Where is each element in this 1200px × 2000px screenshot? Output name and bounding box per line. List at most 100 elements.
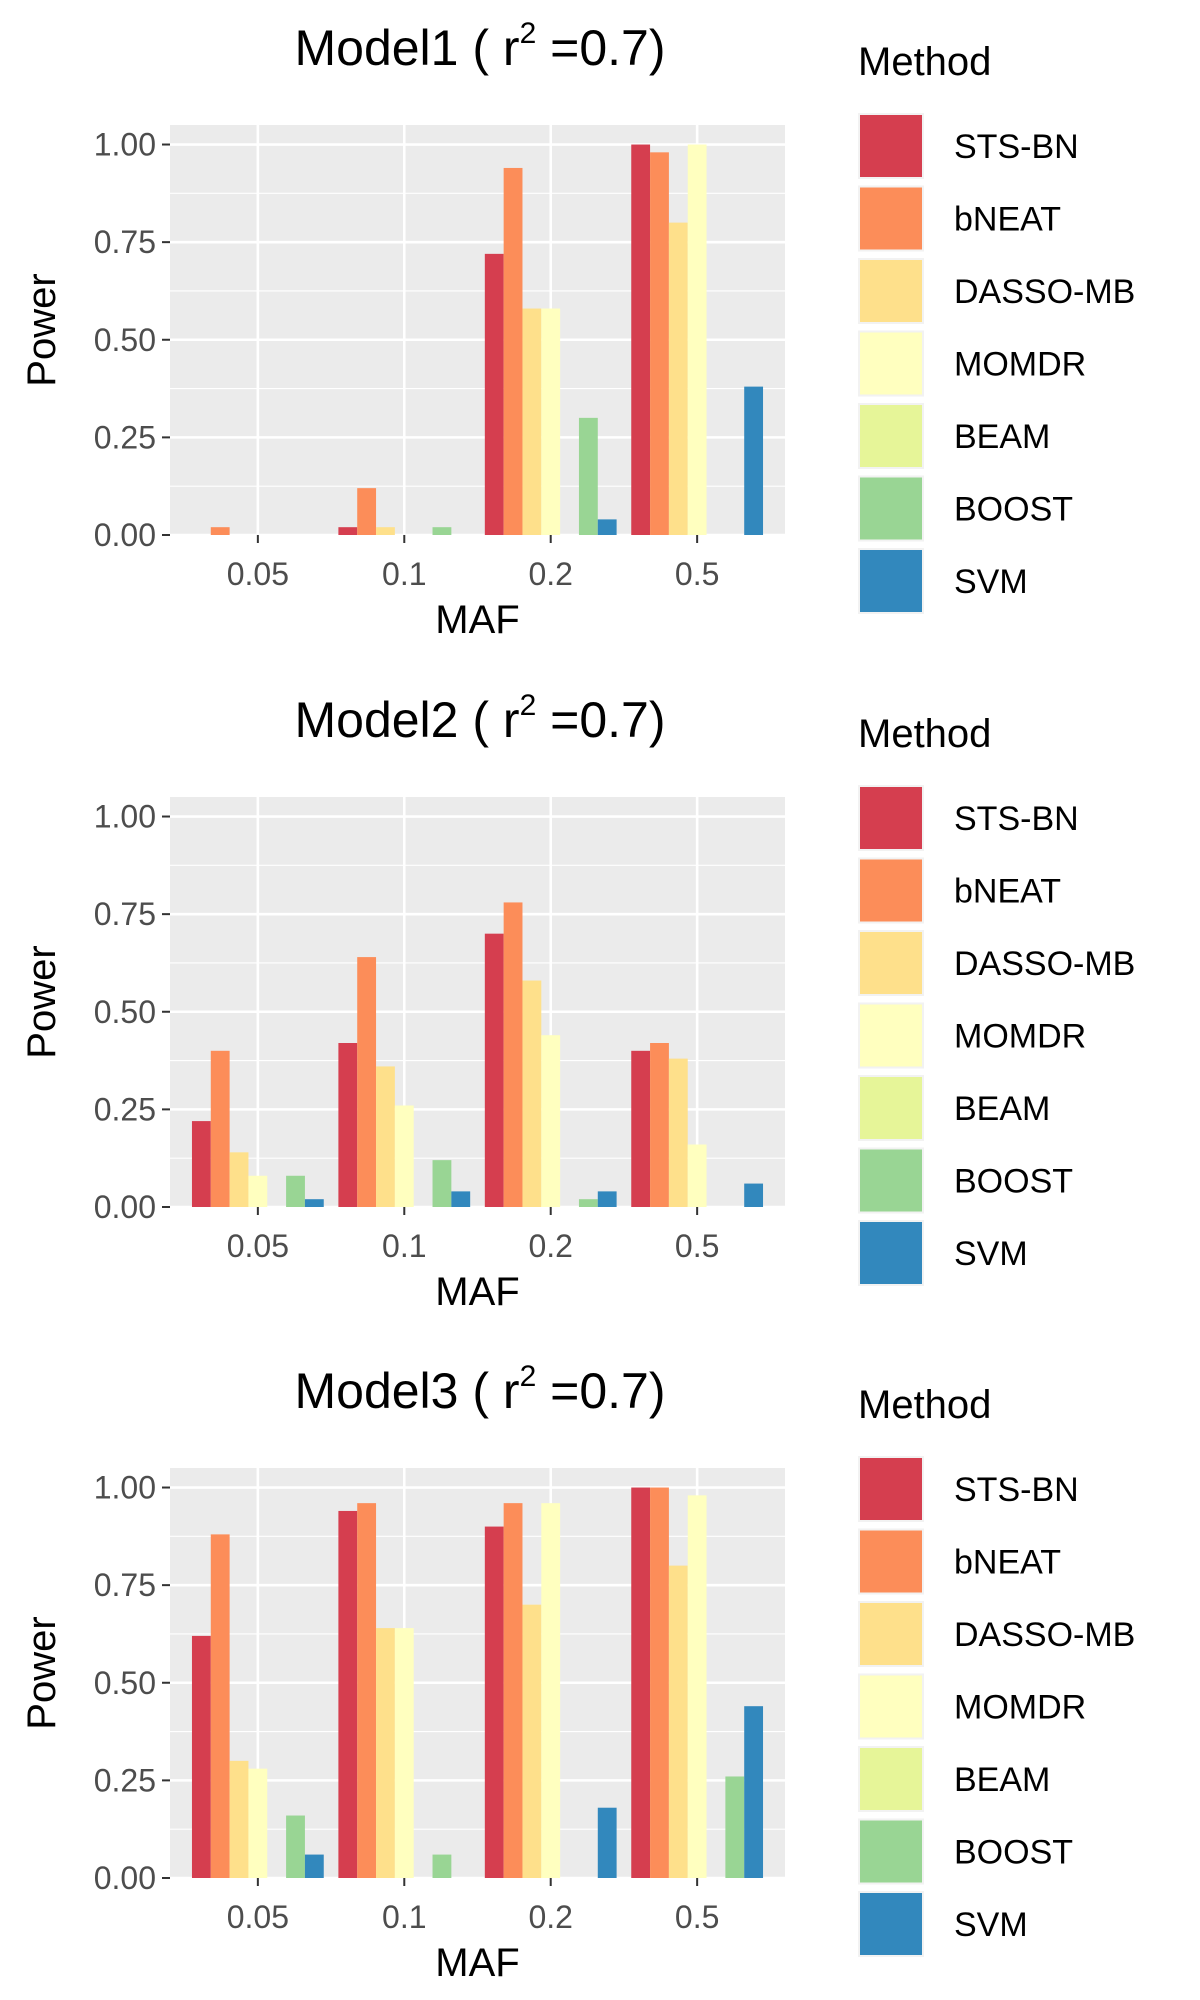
chart1-legend-label-bneat: bNEAT [954,201,1061,239]
chart1-bar-bneat-3 [650,152,669,536]
chart3-legend-swatch-sts-bn [860,1458,922,1520]
chart3-legend-swatch-svm [860,1893,922,1955]
chart1-title-sup: 2 [520,17,537,50]
chart3-legend-swatch-bneat [860,1530,922,1593]
chart3-legend: Method STS-BN bNEAT DASSO-MB MOMDR BEAM BOOST S… [858,1383,1135,1957]
chart1-bar-boost-2 [578,417,598,535]
chart1-legend-swatch-svm [860,550,922,612]
chart1-bar-sts-bn-1 [338,527,358,535]
chart1-legend-swatch-momdr [860,332,922,395]
chart3-y-tick-label: 0.75 [94,1567,156,1603]
chart1-y-tick-label: 0.50 [94,322,156,358]
chart2-bar-bneat-1 [357,957,377,1207]
chart1-legend-label-dasso-mb: DASSO-MB [954,273,1135,311]
chart1-bar-dasso-mb-3 [668,222,688,535]
chart3-legend-label-sts-bn: STS-BN [954,1471,1079,1509]
chart1-bar-svm-2 [597,519,617,535]
chart2-x-tick-label: 0.5 [675,1228,719,1264]
chart3-title-suffix: =0.7) [536,1363,665,1419]
chart3-legend-swatch-dasso-mb [860,1603,922,1665]
chart2-legend-swatch-svm [860,1222,922,1284]
chart3-x-tick-label: 0.5 [675,1899,719,1935]
chart1-y-tick-label: 0.25 [94,419,156,455]
chart1-y-tick-label: 0.00 [94,517,156,553]
chart2-bar-momdr-3 [687,1144,707,1207]
chart2-title-sup: 2 [520,689,537,722]
chart3-bar-svm-2 [597,1807,617,1878]
chart2-bar-boost-0 [286,1175,305,1207]
chart1-title: Model1 ( r2 =0.7) [294,17,665,76]
chart3-bar-boost-1 [432,1854,452,1878]
chart2: Model2 ( r2 =0.7) 0.00 0.25 0.50 0.75 1.00 0.0… [20,689,1135,1314]
chart2-legend: Method STS-BN bNEAT DASSO-MB MOMDR BEAM BOOST S… [858,712,1135,1286]
chart2-legend-label-dasso-mb: DASSO-MB [954,945,1135,983]
chart3-legend-label-svm: SVM [954,1906,1028,1944]
chart1-bar-sts-bn-3 [631,144,651,535]
chart1-bar-dasso-mb-2 [522,308,542,535]
chart3-y-axis-title: Power [20,1616,64,1729]
chart2-legend-label-svm: SVM [954,1235,1028,1273]
chart3-y-tick-label: 0.25 [94,1762,156,1798]
chart2-bar-svm-0 [304,1199,324,1207]
chart1-bar-momdr-2 [541,308,561,535]
chart2-bar-boost-1 [432,1160,452,1207]
chart3-bar-dasso-mb-2 [522,1604,542,1878]
chart2-bar-sts-bn-3 [631,1050,651,1207]
chart2-bar-svm-2 [597,1191,617,1207]
chart2-title: Model2 ( r2 =0.7) [294,689,665,748]
chart2-legend-label-momdr: MOMDR [954,1018,1086,1056]
chart3-bar-boost-0 [286,1815,305,1878]
chart2-y-tick-label: 0.25 [94,1091,156,1127]
chart3-legend-label-boost: BOOST [954,1834,1073,1872]
chart3-x-tick-label: 0.05 [227,1899,289,1935]
chart3-legend-label-dasso-mb: DASSO-MB [954,1616,1135,1654]
chart3-bar-momdr-2 [541,1503,561,1878]
chart1-x-tick-label: 0.05 [227,556,289,592]
chart1-title-prefix: Model1 ( r [294,20,519,76]
chart2-x-tick-label: 0.1 [382,1228,426,1264]
chart2-bar-bneat-3 [650,1043,669,1207]
chart2-x-tick-label: 0.05 [227,1228,289,1264]
chart2-bar-dasso-mb-0 [229,1152,249,1207]
chart3-legend-label-beam: BEAM [954,1761,1050,1799]
chart1-y-axis-title: Power [20,273,64,386]
chart2-y-tick-label: 0.50 [94,994,156,1030]
chart2-legend-title: Method [858,712,991,756]
chart2-bar-sts-bn-2 [484,933,504,1207]
chart3-bar-dasso-mb-3 [668,1565,688,1878]
chart3-bar-svm-0 [304,1854,324,1878]
chart3-bar-momdr-1 [394,1628,414,1878]
chart1-legend-label-sts-bn: STS-BN [954,128,1079,166]
chart2-bar-sts-bn-1 [338,1043,358,1207]
chart3-y-tick-label: 0.00 [94,1860,156,1896]
chart2-legend-swatch-sts-bn [860,787,922,849]
chart3-title-sup: 2 [520,1360,537,1393]
chart1-bar-momdr-3 [687,144,707,535]
chart3-bar-boost-3 [725,1776,745,1878]
chart1-legend: Method STS-BN bNEAT DASSO-MB MOMDR BEAM BOOST S… [858,40,1135,614]
chart3-bar-sts-bn-0 [191,1635,211,1878]
chart3-bar-bneat-1 [357,1503,377,1878]
chart1-legend-swatch-beam [860,405,922,467]
chart2-bar-sts-bn-0 [191,1121,211,1207]
chart2-legend-swatch-dasso-mb [860,932,922,994]
chart3-x-tick-label: 0.2 [528,1899,572,1935]
chart1-x-tick-label: 0.2 [528,556,572,592]
chart2-bar-bneat-0 [210,1050,230,1207]
chart3-legend-swatch-beam [860,1748,922,1810]
chart1-legend-swatch-bneat [860,187,922,250]
chart2-bar-dasso-mb-1 [376,1066,395,1207]
chart3-x-tick-label: 0.1 [382,1899,426,1935]
chart1-y-tick-label: 0.75 [94,224,156,260]
chart2-legend-label-bneat: bNEAT [954,873,1061,911]
chart3-bar-sts-bn-3 [631,1487,651,1878]
chart3-bar-svm-3 [744,1706,764,1878]
chart1-x-tick-label: 0.1 [382,556,426,592]
chart2-legend-label-sts-bn: STS-BN [954,800,1079,838]
chart2-bar-svm-1 [451,1191,471,1207]
chart2-bar-dasso-mb-2 [522,980,542,1207]
chart2-bar-momdr-0 [248,1175,268,1207]
chart1-legend-swatch-dasso-mb [860,260,922,322]
chart3-bar-bneat-2 [503,1503,523,1878]
